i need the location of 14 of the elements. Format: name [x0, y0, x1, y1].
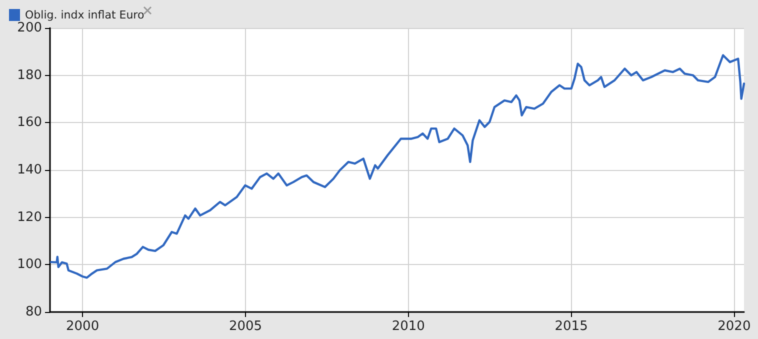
- y-tick-label: 160: [17, 115, 42, 130]
- y-tick-label: 180: [17, 68, 42, 83]
- x-tick-label: 2020: [718, 319, 751, 334]
- x-tick-label: 2000: [66, 319, 100, 334]
- y-tick-label: 120: [17, 210, 42, 225]
- x-tick-label: 2005: [228, 319, 262, 334]
- legend-label: Oblig. indx inflat Euro: [25, 8, 144, 22]
- y-tick-label: 100: [17, 257, 42, 272]
- line-series: [50, 54, 746, 279]
- y-tick-label: 80: [25, 304, 42, 320]
- y-tick-label: 200: [17, 20, 42, 36]
- y-tick-label: 140: [17, 162, 42, 178]
- x-tick-label: 2010: [392, 319, 425, 334]
- x-tick-label: 2015: [554, 319, 588, 334]
